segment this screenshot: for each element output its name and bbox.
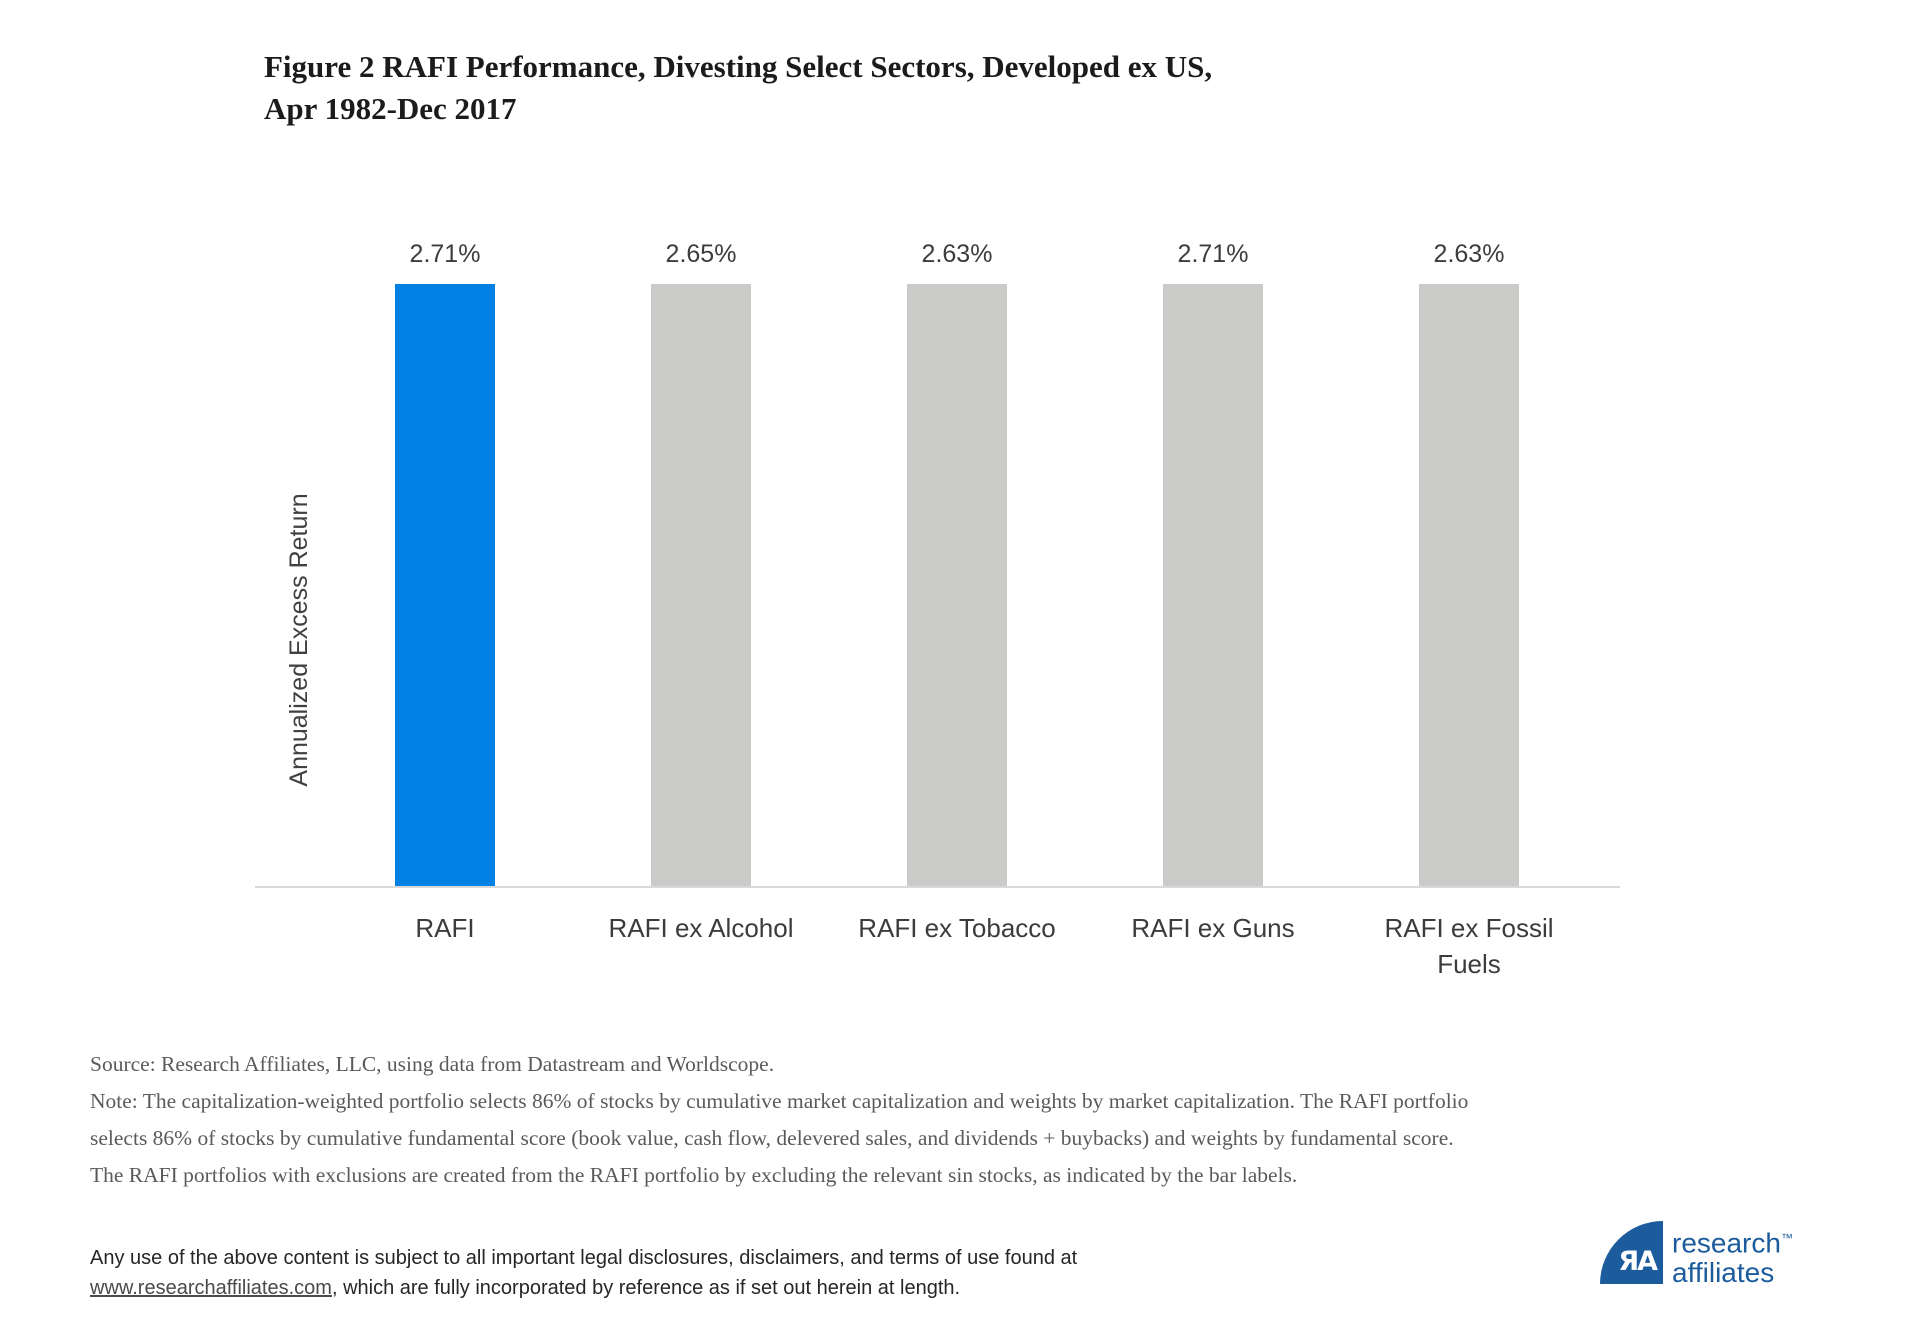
bar-chart: 2.71% 2.65% 2.63% 2.71% 2.63% — [255, 240, 1620, 888]
bar-column-rafi-ex-guns: 2.71% — [1085, 240, 1341, 886]
bar-column-rafi-ex-tobacco: 2.63% — [829, 240, 1085, 886]
trademark-symbol: ™ — [1780, 1231, 1793, 1245]
category-label-line: RAFI ex Fossil — [1384, 913, 1554, 943]
category-label: RAFI ex Guns — [1085, 910, 1341, 982]
legal-line2-rest: , which are fully incorporated by refere… — [331, 1277, 961, 1299]
footnotes: Source: Research Affiliates, LLC, using … — [90, 1046, 1468, 1194]
value-label: 2.63% — [1433, 240, 1505, 268]
category-label: RAFI ex Alcohol — [573, 910, 829, 982]
bar — [1163, 284, 1263, 886]
value-label: 2.65% — [665, 240, 737, 268]
note-line: Note: The capitalization-weighted portfo… — [90, 1089, 1469, 1113]
figure-title-line1: Figure 2 RAFI Performance, Divesting Sel… — [264, 49, 1213, 84]
ra-monogram-icon: ЯA — [1618, 1246, 1658, 1277]
bar — [1419, 284, 1519, 886]
bar — [395, 284, 495, 886]
figure-title-line2: Apr 1982-Dec 2017 — [264, 91, 517, 126]
bars-row: 2.71% 2.65% 2.63% 2.71% 2.63% — [317, 240, 1597, 886]
category-label-line: RAFI ex Tobacco — [858, 913, 1056, 943]
bar-column-rafi: 2.71% — [317, 240, 573, 886]
figure-title: Figure 2 RAFI Performance, Divesting Sel… — [264, 46, 1424, 130]
logo-wordmark-line2: affiliates — [1672, 1257, 1775, 1289]
category-label-line: Fuels — [1437, 949, 1501, 979]
bar — [907, 284, 1007, 886]
category-label: RAFI ex Tobacco — [829, 910, 1085, 982]
note-line: selects 86% of stocks by cumulative fund… — [90, 1126, 1454, 1150]
legal-disclaimer: Any use of the above content is subject … — [90, 1243, 1077, 1303]
category-label-line: RAFI ex Guns — [1131, 913, 1295, 943]
bar-column-rafi-ex-fossil-fuels: 2.63% — [1341, 240, 1597, 886]
value-label: 2.71% — [1177, 240, 1249, 268]
x-axis-labels: RAFI RAFI ex Alcohol RAFI ex Tobacco RAFI e… — [317, 910, 1597, 982]
legal-line1: Any use of the above content is subject … — [90, 1247, 1078, 1269]
note-lines: Note: The capitalization-weighted portfo… — [90, 1083, 1468, 1194]
value-label: 2.71% — [409, 240, 481, 268]
category-label: RAFI ex Fossil Fuels — [1341, 910, 1597, 982]
bar-column-rafi-ex-alcohol: 2.65% — [573, 240, 829, 886]
researchaffiliates-link[interactable]: www.researchaffiliates.com — [90, 1277, 332, 1299]
legal-line2: www.researchaffiliates.com, which are fu… — [90, 1273, 1077, 1303]
logo-wordmark-line1: research™ — [1672, 1227, 1793, 1259]
logo-wordmark: research™ affiliates — [1672, 1223, 1793, 1288]
category-label: RAFI — [317, 910, 573, 982]
logo-mark-icon: ЯA — [1600, 1221, 1663, 1284]
research-affiliates-logo: ЯA research™ affiliates — [1600, 1221, 1860, 1291]
category-label-line: RAFI ex Alcohol — [608, 913, 794, 943]
value-label: 2.63% — [921, 240, 993, 268]
note-line: The RAFI portfolios with exclusions are … — [90, 1163, 1298, 1187]
source-line: Source: Research Affiliates, LLC, using … — [90, 1052, 775, 1076]
bar — [651, 284, 751, 886]
category-label-line: RAFI — [415, 913, 475, 943]
